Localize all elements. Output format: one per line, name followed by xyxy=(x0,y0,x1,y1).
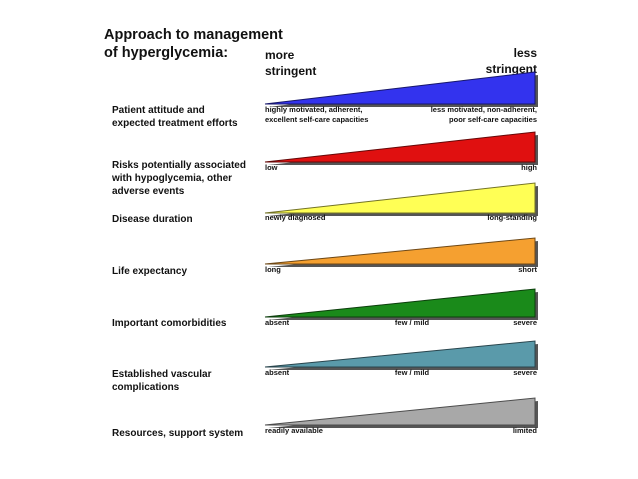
more-stringent-header: more stringent xyxy=(265,48,317,78)
comorbidities-wedge-fill xyxy=(264,288,536,318)
life-expectancy-left-label: long xyxy=(265,265,281,274)
hypoglycemia-risk-wedge-fill xyxy=(264,131,536,163)
comorbidities-right-label: severe xyxy=(513,318,537,327)
life-expectancy-label: Life expectancy xyxy=(112,266,188,277)
disease-duration-left-label: newly diagnosed xyxy=(265,213,326,222)
comorbidities-label: Important comorbidities xyxy=(112,318,227,329)
disease-duration-wedge-fill xyxy=(264,182,536,214)
hypoglycemia-risk-left-label: low xyxy=(265,163,278,172)
resources-support-left-label: readily available xyxy=(265,426,323,435)
life-expectancy-wedge-fill xyxy=(264,237,536,265)
resources-support-label: Resources, support system xyxy=(112,428,244,439)
life-expectancy-wedge xyxy=(264,237,538,267)
disease-duration-wedge xyxy=(264,182,538,216)
patient-attitude-wedge-fill xyxy=(264,71,536,105)
resources-support-right-label: limited xyxy=(512,426,537,435)
disease-duration-label: Disease duration xyxy=(112,214,193,225)
hypoglycemia-risk-label: Risks potentially associated with hypogl… xyxy=(112,160,246,197)
diagram-title: Approach to management of hyperglycemia: xyxy=(104,27,283,61)
patient-attitude-right-label: less motivated, non-adherent, poor self-… xyxy=(430,105,537,124)
vascular-complications-right-label: severe xyxy=(513,368,537,377)
vascular-complications-left-label: absent xyxy=(265,368,290,377)
disease-duration-right-label: long-standing xyxy=(487,213,537,222)
vascular-complications-wedge-fill xyxy=(264,340,536,368)
comorbidities-left-label: absent xyxy=(265,318,290,327)
hypoglycemia-risk-right-label: high xyxy=(521,163,537,172)
less-stringent-header: less stringent xyxy=(485,46,537,76)
hypoglycemia-risk-wedge xyxy=(264,131,538,165)
patient-attitude-left-label: highly motivated, adherent, excellent se… xyxy=(265,105,369,124)
vascular-complications-label: Established vascular complications xyxy=(112,369,212,393)
patient-attitude-wedge xyxy=(264,71,538,107)
life-expectancy-right-label: short xyxy=(518,265,537,274)
comorbidities-wedge xyxy=(264,288,538,320)
vascular-complications-wedge xyxy=(264,340,538,370)
patient-attitude-label: Patient attitude and expected treatment … xyxy=(112,105,238,129)
vascular-complications-mid-label: few / mild xyxy=(394,368,430,377)
resources-support-wedge xyxy=(264,397,538,428)
comorbidities-mid-label: few / mild xyxy=(394,318,430,327)
resources-support-wedge-fill xyxy=(264,397,536,426)
